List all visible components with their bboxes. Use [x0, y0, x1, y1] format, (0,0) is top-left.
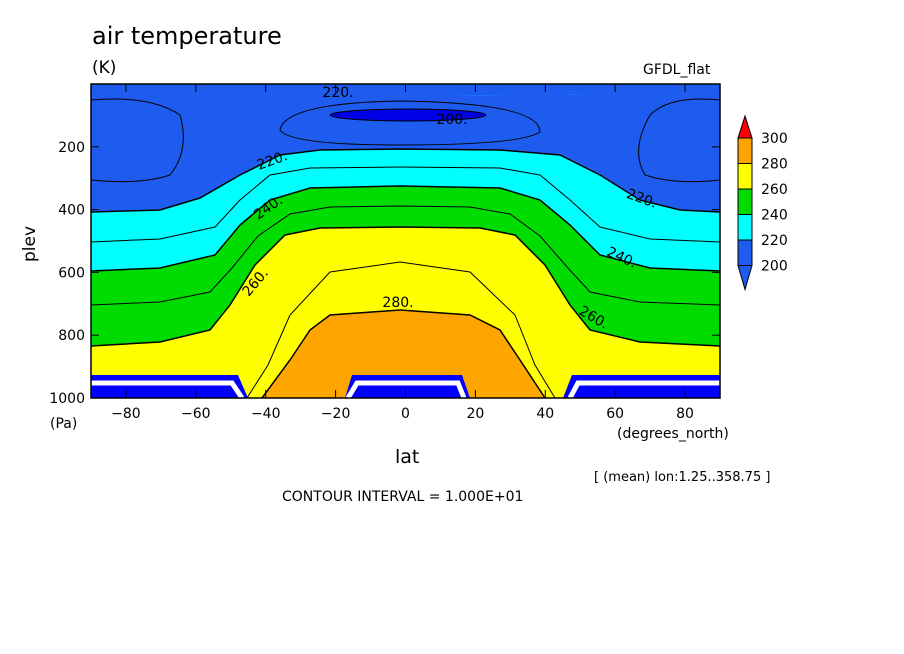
- contour-270: [246, 261, 556, 399]
- y-tick-label: 600: [58, 265, 85, 281]
- colorbar-segment: [737, 239, 753, 266]
- contour-260: [90, 226, 721, 347]
- mean-note: [ (mean) lon:1.25..358.75 ]: [594, 470, 771, 485]
- band-240-260: [91, 186, 720, 346]
- contour-210-left: [90, 98, 184, 183]
- contour-label: 200.: [436, 112, 467, 128]
- x-tick-label: −20: [321, 406, 351, 422]
- colorbar-tick-label: 300: [761, 131, 788, 147]
- contour-220: [90, 148, 721, 213]
- x-tick-label: 40: [536, 406, 554, 422]
- x-tick-label: 80: [676, 406, 694, 422]
- y-axis-unit: (Pa): [50, 416, 78, 432]
- colorbar-tick-label: 200: [761, 259, 788, 275]
- x-axis-label: lat: [395, 446, 420, 468]
- colorbar-tick-label: 280: [761, 157, 788, 173]
- y-tick-label: 200: [58, 140, 85, 156]
- contour-interval-note: CONTOUR INTERVAL = 1.000E+01: [282, 489, 524, 505]
- band-below-200: [329, 108, 487, 122]
- colorbar-tick-label: 260: [761, 182, 788, 198]
- colorbar-tick-label: 220: [761, 233, 788, 249]
- band-280-300: [262, 310, 545, 398]
- contour-210-center: [279, 100, 541, 146]
- colorbar-segment: [737, 188, 753, 215]
- chart-title: air temperature: [92, 22, 282, 50]
- x-tick-label: 20: [466, 406, 484, 422]
- x-axis-unit: (degrees_north): [617, 426, 729, 442]
- contour-280: [261, 309, 546, 399]
- colorbar-under-arrow: [737, 265, 753, 292]
- topography-mask-outline: [91, 380, 720, 400]
- chart-units: (K): [92, 58, 117, 78]
- topography-mask: [91, 375, 720, 398]
- contour-label: 220.: [322, 85, 353, 101]
- band-220-240: [91, 149, 720, 271]
- contour-label: 280.: [382, 295, 413, 311]
- x-tick-label: −40: [251, 406, 281, 422]
- contour-210-right: [638, 98, 721, 183]
- x-tick-label: 0: [401, 406, 410, 422]
- colorbar-over-arrow: [737, 114, 753, 139]
- x-tick-label: −60: [181, 406, 211, 422]
- dataset-label: GFDL_flat: [643, 62, 711, 78]
- contour-240: [90, 185, 721, 272]
- y-tick-label: 400: [58, 203, 85, 219]
- x-tick-label: −80: [111, 406, 141, 422]
- colorbar-tick-label: 240: [761, 208, 788, 224]
- band-200-220: [91, 84, 720, 212]
- y-tick-label: 800: [58, 328, 85, 344]
- colorbar-segment: [737, 214, 753, 241]
- colorbar-segment: [737, 137, 753, 164]
- contour-250: [90, 205, 721, 306]
- contour-230: [90, 166, 721, 243]
- x-tick-label: 60: [606, 406, 624, 422]
- y-tick-label: 1000: [49, 391, 85, 407]
- colorbar-segment: [737, 163, 753, 190]
